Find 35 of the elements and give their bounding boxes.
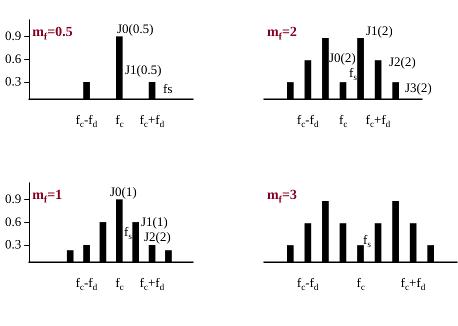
annotation: J2(2) — [144, 229, 171, 244]
annotation: J1(2) — [366, 23, 393, 38]
x-tick-label: f$_{c}$ — [115, 275, 124, 292]
annotation: f$_{s}$ — [349, 65, 357, 82]
y-tick-label: 0.6 — [5, 50, 22, 66]
annotation: J0(0.5) — [117, 21, 154, 36]
annotation: J2(2) — [389, 54, 416, 69]
text: m$_{f}$=0.5 — [32, 25, 73, 42]
annotation: J0(2) — [329, 50, 356, 65]
x-tick-label: f$_{c}$-f$_{d}$ — [296, 112, 318, 130]
annotation: f$_{s}$ — [124, 224, 132, 242]
annotation: J1(0.5) — [125, 62, 162, 77]
x-tick-label: f$_{c}$+f$_{d}$ — [366, 112, 390, 130]
annotation: J1(1) — [141, 214, 168, 229]
x-tick-label: f$_{c}$-f$_{d}$ — [296, 275, 318, 292]
x-tick-label: f$_{c}$-f$_{d}$ — [76, 275, 98, 292]
annotation: J3(2) — [405, 80, 432, 95]
x-tick-label: f$_{c}$+f$_{d}$ — [140, 112, 164, 130]
annotation: J0(1) — [110, 184, 137, 199]
x-tick-label: f$_{c}$ — [115, 112, 124, 130]
x-tick-label: f$_{c}$-f$_{d}$ — [76, 112, 98, 130]
x-tick-label: f$_{c}$ — [339, 112, 348, 130]
x-tick-label: f$_{c}$+f$_{d}$ — [400, 275, 426, 292]
y-tick-label: 0.9 — [5, 191, 22, 206]
y-tick-label: 0.3 — [5, 74, 22, 89]
annotation: f$_{s}$ — [363, 232, 371, 250]
annotation: fs — [163, 81, 172, 96]
y-tick-label: 0.3 — [5, 236, 22, 252]
chart-title: m$_{f}$=3 — [267, 188, 297, 206]
x-tick-label: f$_{c}$ — [356, 275, 365, 292]
chart-title: m$_{f}$=2 — [267, 25, 297, 42]
text: m$_{f}$=1 — [32, 188, 62, 206]
y-tick-label: 0.9 — [5, 28, 22, 44]
x-tick-label: f$_{c}$+f$_{d}$ — [140, 275, 164, 292]
y-tick-label: 0.6 — [5, 214, 22, 229]
